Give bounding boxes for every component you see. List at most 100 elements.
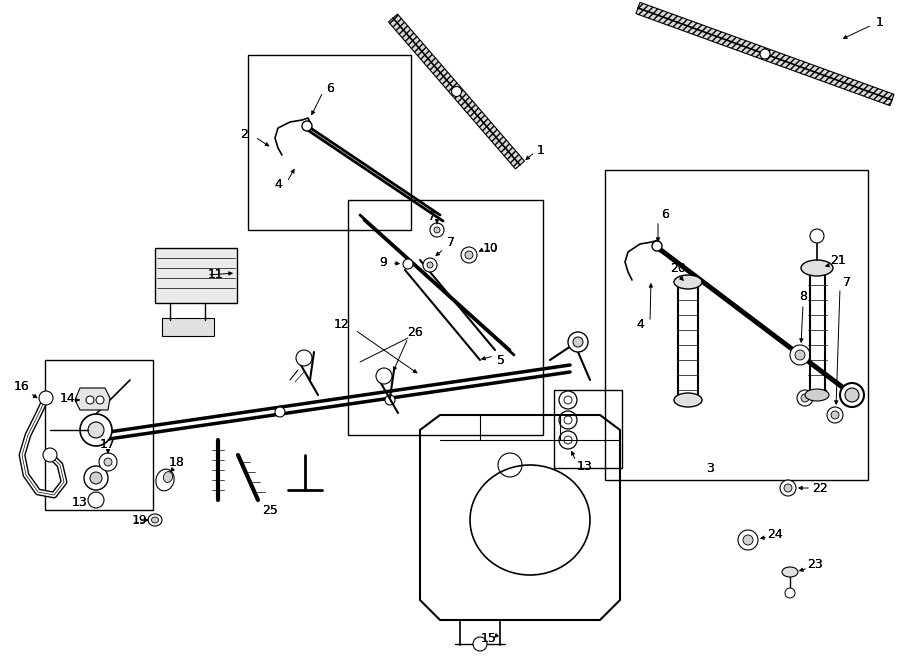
Circle shape [465,251,473,259]
Text: 7: 7 [428,210,436,223]
Circle shape [831,411,839,419]
Text: 21: 21 [830,254,846,268]
Text: 4: 4 [274,178,282,192]
Text: 7: 7 [843,276,851,290]
Circle shape [403,259,413,269]
Text: 6: 6 [662,208,669,221]
Circle shape [797,390,813,406]
Text: 4: 4 [636,319,644,332]
Text: 5: 5 [497,354,505,366]
Text: 10: 10 [484,243,498,253]
Bar [348,200,543,435]
Text: 2: 2 [240,128,248,141]
Bar [45,360,153,510]
Circle shape [559,431,577,449]
Circle shape [652,241,662,251]
Ellipse shape [156,469,174,491]
Circle shape [795,350,805,360]
Text: 11: 11 [208,268,224,282]
Text: 20: 20 [670,262,686,274]
Text: 6: 6 [326,81,334,95]
Circle shape [96,396,104,404]
Text: 17: 17 [100,438,116,451]
Ellipse shape [674,275,702,289]
Circle shape [296,350,312,366]
Text: 18: 18 [169,455,184,469]
Text: 22: 22 [812,481,828,494]
Circle shape [43,448,57,462]
Text: 8: 8 [799,290,807,303]
Text: 21: 21 [830,254,846,268]
Text: 7: 7 [428,210,436,223]
Circle shape [840,383,864,407]
Text: 10: 10 [483,241,499,254]
Text: 13: 13 [577,461,593,473]
Circle shape [452,87,462,97]
Text: 14: 14 [60,391,76,405]
Text: 24: 24 [767,529,783,541]
Circle shape [80,414,112,446]
Text: 26: 26 [407,325,423,338]
Text: 1: 1 [876,15,884,28]
Text: 25: 25 [262,504,278,516]
Text: 17: 17 [100,438,116,451]
Text: 19: 19 [132,514,148,527]
Text: 2: 2 [240,128,248,141]
Bar [155,248,237,303]
Circle shape [86,396,94,404]
Circle shape [88,422,104,438]
Circle shape [84,466,108,490]
Text: 23: 23 [807,559,823,572]
Text: 12: 12 [334,319,350,332]
Circle shape [104,458,112,466]
Text: 1: 1 [876,15,884,28]
Circle shape [790,345,810,365]
Ellipse shape [782,567,798,577]
Text: 24: 24 [767,529,783,541]
Text: 15: 15 [482,631,497,644]
Text: 9: 9 [379,256,387,270]
Circle shape [430,223,444,237]
Text: 13: 13 [577,461,593,473]
Polygon shape [75,388,110,410]
Text: 3: 3 [706,461,714,475]
Ellipse shape [148,514,162,526]
Text: 23: 23 [807,559,823,572]
Ellipse shape [164,471,173,483]
Circle shape [39,391,53,405]
Text: 6: 6 [326,81,334,95]
Circle shape [559,391,577,409]
Text: 4: 4 [274,178,282,192]
Circle shape [827,407,843,423]
Circle shape [559,411,577,429]
Text: 5: 5 [497,354,505,366]
Text: 7: 7 [843,276,851,290]
Text: 1: 1 [537,143,544,157]
Text: 7: 7 [447,237,455,249]
Polygon shape [389,14,525,169]
Text: 1: 1 [537,143,544,157]
Circle shape [423,258,437,272]
Circle shape [88,492,104,508]
Text: 9: 9 [379,256,387,270]
Text: 11: 11 [208,268,224,282]
Circle shape [845,388,859,402]
Circle shape [738,530,758,550]
Text: 16: 16 [14,381,30,393]
Circle shape [302,121,312,131]
Circle shape [376,368,392,384]
Circle shape [90,472,102,484]
Text: 20: 20 [670,262,686,274]
Ellipse shape [805,389,829,401]
Bar [162,318,214,336]
Circle shape [434,227,440,233]
Circle shape [473,637,487,651]
Circle shape [461,247,477,263]
Circle shape [801,394,809,402]
Text: 13: 13 [72,496,88,510]
Circle shape [275,407,285,417]
Text: 15: 15 [482,631,497,644]
Text: 19: 19 [133,515,147,525]
Bar [554,390,622,468]
Ellipse shape [151,517,158,523]
